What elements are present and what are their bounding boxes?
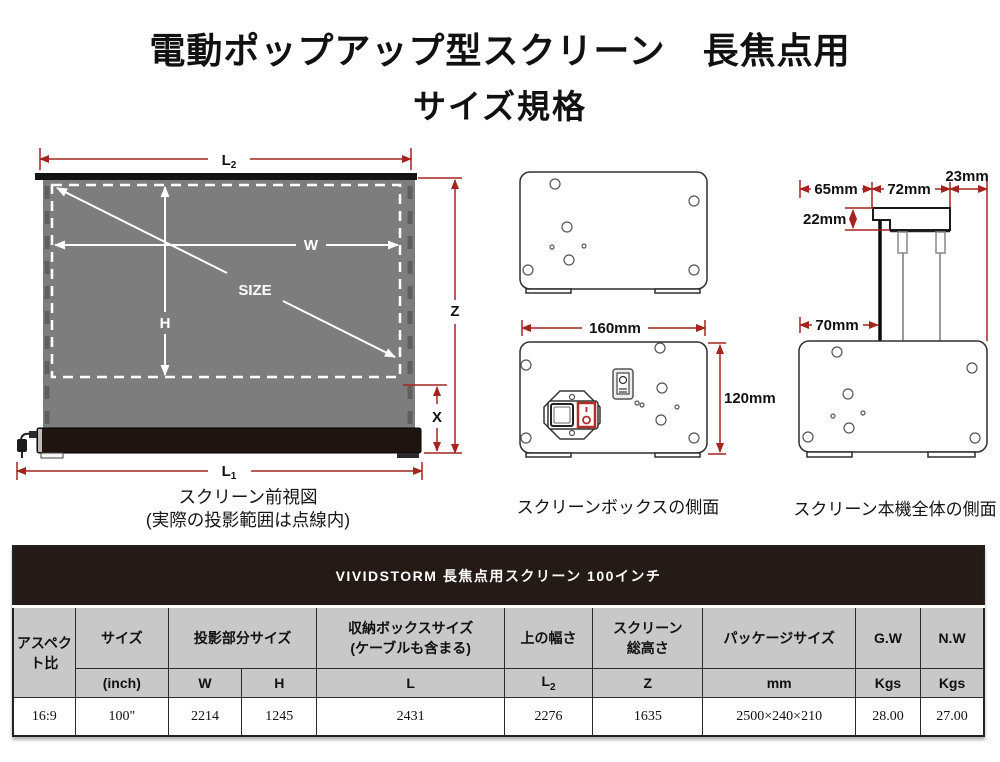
page-subtitle: サイズ規格	[412, 88, 587, 125]
front-view-caption: スクリーン前視図 (実際の投影範囲は点線内)	[78, 486, 418, 532]
ac-socket	[550, 403, 574, 427]
screen-box-side-diagram: 160mm	[519, 171, 776, 458]
subheader-kgs-gw: Kgs	[854, 668, 922, 698]
box-width-dimension: 160mm	[521, 320, 706, 337]
housing-left-foot	[40, 452, 64, 459]
value-w: 2214	[167, 697, 243, 737]
front-view-caption-line2: (実際の投影範囲は点線内)	[145, 509, 351, 530]
unit-side-caption: スクリーン本機全体の側面	[793, 500, 997, 519]
box-height-label: 120mm	[724, 390, 776, 407]
w-label: W	[304, 237, 319, 254]
l2-label: L2	[222, 152, 237, 171]
w-dimension: W	[54, 237, 399, 254]
dim-65-label: 65mm	[814, 181, 857, 198]
box-side-caption: スクリーンボックスの側面	[516, 498, 720, 517]
projection-area-dashed-border	[50, 183, 402, 379]
spec-table: VIVIDSTORM 長焦点用スクリーン 100インチ アスペクト比 サイズ 投…	[12, 545, 985, 737]
top-dimensions: 65mm 72mm 23mm	[799, 168, 989, 341]
value-l2: 2276	[503, 697, 594, 737]
panel-offset-dimension: 70mm	[799, 317, 879, 334]
header-total-height: スクリーン 総高さ	[592, 606, 704, 669]
value-gw: 28.00	[854, 697, 922, 737]
value-aspect: 16:9	[12, 697, 76, 737]
header-storage-box-line2: (ケーブルも含まる)	[350, 640, 471, 656]
housing-right-foot	[397, 453, 419, 458]
table-title: VIVIDSTORM 長焦点用スクリーン 100インチ	[12, 545, 985, 608]
rocker-switch	[576, 401, 597, 429]
power-inlet	[543, 390, 601, 440]
dim-72-label: 72mm	[887, 181, 930, 198]
header-size: サイズ	[74, 606, 169, 669]
x-label: X	[432, 409, 442, 426]
toggle-switch	[612, 368, 634, 400]
subheader-mm: mm	[702, 668, 856, 698]
cap-height-dimension: 22mm	[803, 207, 890, 231]
subheader-l2: L2	[503, 668, 594, 698]
subheader-inch: (inch)	[74, 668, 169, 698]
page-title: 電動ポップアップ型スクリーン 長焦点用	[149, 30, 851, 71]
screen-top-bar	[35, 173, 417, 180]
value-package: 2500×240×210	[702, 697, 856, 737]
value-z: 1635	[592, 697, 704, 737]
x-dimension: X	[403, 384, 447, 452]
subheader-l: L	[316, 668, 505, 698]
header-net-weight: N.W	[920, 606, 985, 669]
header-storage-box-line1: 収納ボックスサイズ	[348, 620, 474, 636]
subheader-h: H	[241, 668, 318, 698]
l1-dimension: L1	[16, 462, 423, 482]
subheader-z: Z	[592, 668, 704, 698]
header-top-width: 上の幅さ	[503, 606, 594, 669]
power-plug	[17, 439, 27, 452]
table-title-text: VIVIDSTORM 長焦点用スクリーン 100インチ	[335, 568, 662, 584]
header-total-height-line1: スクリーン	[613, 620, 683, 636]
box-side-plain	[519, 171, 708, 294]
l2-dimension: L2	[39, 148, 412, 171]
front-view-caption-line1: スクリーン前視図	[178, 487, 318, 507]
subheader-kgs-nw: Kgs	[920, 668, 985, 698]
dim-23-label: 23mm	[945, 168, 988, 185]
h-label: H	[160, 315, 171, 332]
header-projection-size: 投影部分サイズ	[167, 606, 318, 669]
value-size: 100"	[74, 697, 169, 737]
header-gross-weight: G.W	[854, 606, 922, 669]
screen-surface	[43, 180, 415, 430]
power-cord	[20, 432, 31, 440]
value-nw: 27.00	[920, 697, 985, 737]
top-cap	[872, 207, 951, 233]
value-h: 1245	[241, 697, 318, 737]
box-height-dimension: 120mm	[708, 342, 776, 455]
box-side-power	[519, 341, 708, 458]
size-diagonal-dimension: SIZE	[56, 187, 396, 358]
power-connector	[29, 431, 37, 438]
subheader-w: W	[167, 668, 243, 698]
box-width-label: 160mm	[589, 320, 641, 337]
value-l: 2431	[316, 697, 505, 737]
l1-label: L1	[222, 463, 237, 482]
z-label: Z	[450, 303, 459, 320]
unit-base-box	[798, 340, 988, 458]
z-dimension: Z	[418, 177, 462, 454]
header-total-height-line2: 総高さ	[626, 640, 669, 656]
h-dimension: H	[160, 186, 171, 376]
screen-housing	[17, 427, 422, 459]
dim-22-label: 22mm	[803, 211, 846, 228]
header-storage-box-size: 収納ボックスサイズ (ケーブルも含まる)	[316, 606, 505, 669]
unit-side-diagram: 65mm 72mm 23mm 22mm 70mm	[798, 168, 989, 458]
screen-front-view-diagram: L2 W H SIZE Z	[16, 148, 462, 482]
support-legs	[897, 231, 946, 341]
spec-data-row: 16:9 100" 2214 1245 2431 2276 1635 2500×…	[12, 697, 985, 737]
dim-70-label: 70mm	[815, 317, 858, 334]
header-package-size: パッケージサイズ	[702, 606, 856, 669]
size-label: SIZE	[238, 282, 271, 299]
header-aspect-ratio: アスペクト比	[12, 606, 76, 698]
